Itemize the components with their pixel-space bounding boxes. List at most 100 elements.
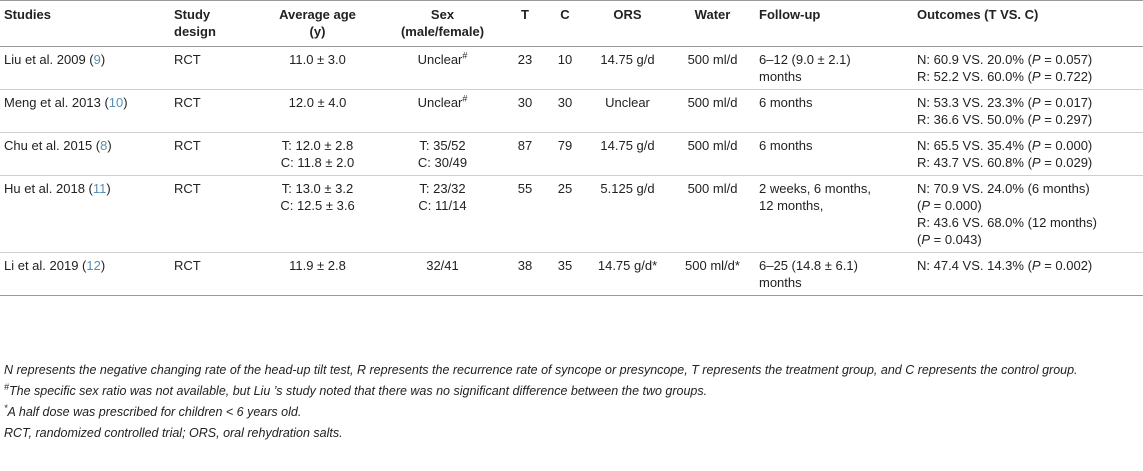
study-name: Li et al. 2019 ( (4, 258, 87, 273)
ors-value: Unclear (605, 95, 650, 110)
ors-value: 14.75 g/d (600, 52, 655, 67)
cell-study: Li et al. 2019 (12) (0, 252, 170, 296)
table-row: Meng et al. 2013 (10) RCT 12.0 ± 4.0 Unclea… (0, 89, 1143, 133)
study-name-close: ) (100, 52, 106, 67)
sex-value: T: 23/32 (419, 181, 466, 196)
cell-water: 500 ml/d (670, 46, 755, 90)
age-line: 12.0 ± 4.0 (288, 95, 347, 110)
sex-footnote-mark: # (462, 50, 468, 61)
p-symbol: P (1031, 69, 1041, 84)
reference-link: 10 (108, 95, 124, 110)
outcome-text: R: 36.6 VS. 50.0% ( (917, 112, 1032, 127)
outcome-p-value: = 0.722) (1040, 69, 1093, 84)
ors-value: 14.75 g/d (597, 258, 653, 273)
follow-up-line: months (759, 69, 802, 84)
cell-study: Meng et al. 2013 (10) (0, 89, 170, 133)
outcome-line: (P = 0.043) (917, 231, 1139, 248)
follow-up-line: 6–12 (9.0 ± 2.1) (759, 52, 851, 67)
water-value: 500 ml/d (685, 258, 735, 273)
cell-age: 11.0 ± 3.0 (255, 46, 380, 90)
outcome-p-value: = 0.002) (1040, 258, 1093, 273)
p-symbol: P (921, 232, 931, 247)
follow-up-line: 6 months (759, 138, 813, 153)
outcome-p-value: = 0.000) (1040, 138, 1093, 153)
cell-water: 500 ml/d (670, 175, 755, 253)
cell-design: RCT (170, 46, 255, 90)
outcome-line: R: 36.6 VS. 50.0% (P = 0.297) (917, 111, 1139, 128)
cell-age: 11.9 ± 2.8 (255, 252, 380, 296)
cell-c: 30 (545, 89, 585, 133)
ors-value: 14.75 g/d (600, 138, 655, 153)
sex-line: 32/41 (384, 257, 501, 274)
outcome-text: N: 47.4 VS. 14.3% ( (917, 258, 1032, 273)
p-symbol: P (1031, 155, 1041, 170)
cell-ors: 14.75 g/d* (585, 252, 670, 296)
design-value: RCT (174, 52, 201, 67)
sex-line: T: 23/32 (384, 180, 501, 197)
cell-sex: Unclear# (380, 46, 505, 90)
header-t: T (505, 0, 545, 47)
p-symbol: P (1031, 258, 1041, 273)
cell-ors: 5.125 g/d (585, 175, 670, 253)
header-study-design: Study design (170, 0, 255, 47)
cell-water: 500 ml/d (670, 132, 755, 176)
ors-value: 5.125 g/d (600, 181, 655, 196)
cell-follow-up: 6 months (755, 89, 913, 133)
outcome-p-value: = 0.029) (1040, 155, 1093, 170)
cell-follow-up: 6–25 (14.8 ± 6.1) months (755, 252, 913, 296)
cell-sex: T: 23/32 C: 11/14 (380, 175, 505, 253)
table-row: Liu et al. 2009 (9) RCT 11.0 ± 3.0 Unclear#… (0, 46, 1143, 90)
header-water: Water (670, 0, 755, 47)
cell-ors: 14.75 g/d (585, 46, 670, 90)
water-value: 500 ml/d (687, 138, 738, 153)
reference-link: 8 (100, 138, 108, 153)
outcome-text: N: 65.5 VS. 35.4% ( (917, 138, 1032, 153)
p-symbol: P (1031, 95, 1041, 110)
footnote-abbreviations: N represents the negative changing rate … (4, 363, 1078, 377)
age-line: 11.9 ± 2.8 (289, 258, 346, 273)
t-value: 87 (517, 138, 533, 153)
t-value: 55 (517, 181, 533, 196)
outcome-text: R: 43.6 VS. 68.0% (12 months) (917, 215, 1097, 230)
header-outcomes: Outcomes (T VS. C) (913, 0, 1143, 47)
sex-line: C: 11/14 (418, 198, 467, 213)
cell-design: RCT (170, 132, 255, 176)
cell-t: 30 (505, 89, 545, 133)
study-name-close: ) (123, 95, 128, 110)
design-value: RCT (174, 95, 201, 110)
water-footnote-mark: * (734, 258, 740, 273)
cell-follow-up: 6 months (755, 132, 913, 176)
outcome-text: N: 53.3 VS. 23.3% ( (917, 95, 1032, 110)
header-ors: ORS (585, 0, 670, 47)
outcome-p-value: = 0.000) (930, 198, 982, 213)
table-row: Chu et al. 2015 (8) RCT T: 12.0 ± 2.8 C: 11… (0, 132, 1143, 176)
table-footnotes: N represents the negative changing rate … (4, 362, 1139, 446)
outcome-line: N: 70.9 VS. 24.0% (6 months) (917, 180, 1139, 197)
water-value: 500 ml/d (687, 95, 738, 110)
age-line: C: 12.5 ± 3.6 (280, 198, 355, 213)
cell-water: 500 ml/d (670, 89, 755, 133)
sex-value: 32/41 (426, 258, 459, 273)
c-value: 79 (557, 138, 573, 153)
outcome-text: N: 60.9 VS. 20.0% ( (917, 52, 1032, 67)
cell-t: 38 (505, 252, 545, 296)
cell-study: Chu et al. 2015 (8) (0, 132, 170, 176)
header-average-age: Average age (y) (255, 0, 380, 47)
cell-follow-up: 6–12 (9.0 ± 2.1) months (755, 46, 913, 90)
sex-line: Unclear# (384, 51, 501, 68)
cell-outcomes: N: 60.9 VS. 20.0% (P = 0.057) R: 52.2 VS.… (913, 46, 1143, 90)
outcome-line: N: 65.5 VS. 35.4% (P = 0.000) (917, 137, 1139, 154)
outcome-line: R: 52.2 VS. 60.0% (P = 0.722) (917, 68, 1139, 85)
cell-water: 500 ml/d* (670, 252, 755, 296)
outcome-line: (P = 0.000) (917, 197, 1139, 214)
study-table-container: Studies Study design Average age (y) Sex (m… (0, 0, 1143, 296)
study-characteristics-table: Studies Study design Average age (y) Sex (m… (0, 0, 1143, 296)
cell-t: 23 (505, 46, 545, 90)
cell-ors: 14.75 g/d (585, 132, 670, 176)
study-name-close: ) (107, 138, 112, 153)
reference-link: 9 (93, 52, 101, 67)
cell-t: 55 (505, 175, 545, 253)
cell-follow-up: 2 weeks, 6 months, 12 months, (755, 175, 913, 253)
cell-c: 25 (545, 175, 585, 253)
cell-sex: T: 35/52 C: 30/49 (380, 132, 505, 176)
